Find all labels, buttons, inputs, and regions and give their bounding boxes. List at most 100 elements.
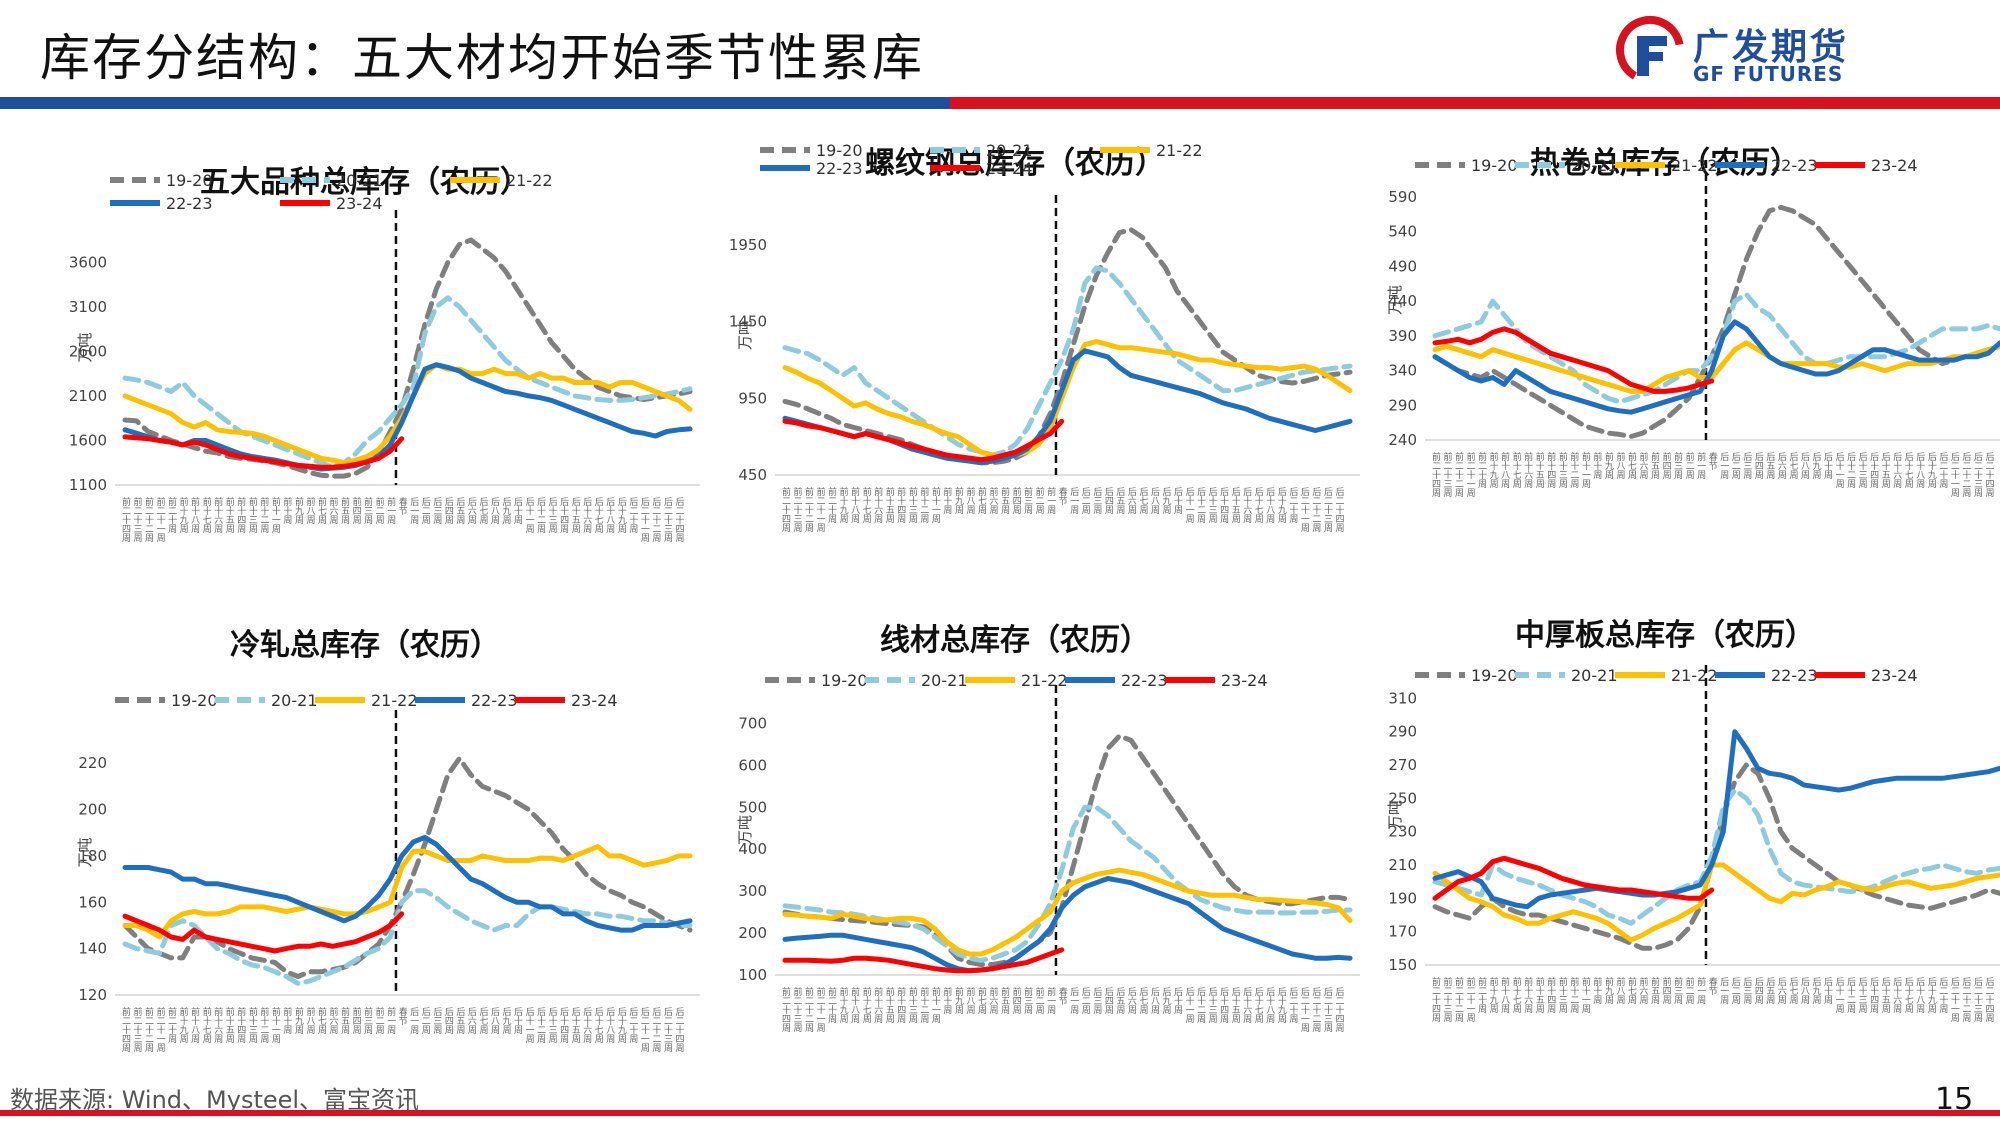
x-tick-label: 后九周 [1161,987,1172,1015]
x-tick-label: 前十三周 [907,986,918,1024]
y-tick-label: 1450 [729,313,767,331]
x-tick-label: 后十四周 [1868,977,1879,1014]
x-tick-label: 后十三周 [1207,487,1218,524]
x-tick-label: 前十三周 [907,486,918,524]
x-tick-label: 后十一周 [1834,977,1845,1014]
x-tick-label: 前五周 [999,986,1010,1015]
x-tick-label: 后二周 [1080,987,1091,1015]
x-tick-label: 后九周 [501,497,512,525]
x-tick-label: 后二十一周 [639,1007,650,1053]
x-tick-label: 后六周 [1776,977,1787,1005]
legend-label: 20-21 [986,141,1033,160]
x-tick-label: 前十八周 [189,496,200,534]
x-tick-label: 后二十一周 [1299,987,1310,1033]
x-tick-label: 后十九周 [1276,987,1287,1024]
x-tick-label: 前七周 [976,486,987,515]
x-tick-label: 前十八周 [849,486,860,524]
x-tick-label: 前十一周 [930,486,941,524]
x-tick-label: 后四周 [1103,487,1114,515]
x-tick-label: 后十七周 [1903,452,1914,489]
x-tick-label: 后二十周 [1937,452,1948,489]
x-tick-label: 前七周 [316,1006,327,1035]
x-tick-label: 后七周 [1137,487,1148,515]
y-tick-label: 700 [738,714,767,732]
legend-label: 23-24 [336,194,383,213]
x-tick-label: 后二十四周 [1983,977,1994,1023]
x-tick-label: 前十六周 [872,486,883,524]
x-tick-label: 前十七周 [201,496,212,534]
x-tick-label: 前十九周 [838,486,849,524]
legend-label: 20-21 [1571,666,1618,685]
x-tick-label: 前十六周 [212,496,223,534]
x-tick-label: 前七周 [1626,976,1637,1005]
x-tick-label: 后九周 [1811,452,1822,480]
x-tick-label: 前二十一周 [1465,976,1476,1023]
x-tick-label: 后六周 [1126,487,1137,515]
x-tick-label: 前一周 [385,496,396,525]
legend-label: 19-20 [821,671,868,690]
x-tick-label: 前六周 [328,496,339,525]
x-tick-label: 前二周 [1034,486,1045,515]
x-tick-label: 后十九周 [1926,977,1937,1014]
x-tick-label: 后十九周 [1926,452,1937,489]
legend-label: 21-22 [1156,141,1203,160]
chart-panel-hrc: 热卷总库存（农历） 19-2020-2121-2222-2323-2424029… [1340,130,2000,610]
x-tick-label: 前十周 [281,496,292,525]
x-tick-label: 后四周 [443,1007,454,1035]
x-tick-label: 前二十周 [1476,451,1487,489]
y-tick-label: 1600 [69,431,107,449]
y-tick-label: 170 [1388,923,1417,941]
x-tick-label: 春节 [1707,976,1718,996]
series-line-21-22 [1432,340,2000,394]
x-tick-label: 前十三周 [247,1006,258,1044]
x-tick-label: 春节 [1057,986,1068,1006]
legend-label: 22-23 [816,159,863,178]
x-tick-label: 后五周 [1764,977,1775,1005]
x-tick-label: 前二十二周 [1453,976,1464,1023]
y-axis-label: 万吨 [76,332,94,362]
x-tick-label: 后二十三周 [1972,452,1983,498]
x-tick-label: 前六周 [988,986,999,1015]
y-tick-label: 210 [1388,856,1417,874]
x-tick-label: 后二十四周 [1983,452,1994,498]
chart-panel-plate: 中厚板总库存（农历） 19-20 20-21 21-22 22-23 23-24 150 1… [1340,610,2000,1090]
page-title: 库存分结构：五大材均开始季节性累库 [40,29,924,87]
x-tick-label: 前十七周 [861,486,872,524]
x-tick-label: 前十五周 [1534,976,1545,1014]
x-tick-label: 后十一周 [1184,487,1195,524]
x-tick-label: 前九周 [953,986,964,1015]
x-tick-label: 前十一周 [1580,451,1591,489]
series-line-20-21 [122,888,693,986]
x-tick-label: 前四周 [1011,486,1022,515]
x-tick-label: 前十三周 [1557,451,1568,489]
legend-label: 19-20 [166,171,213,190]
legend-label: 21-22 [1671,156,1718,175]
x-tick-label: 后十六周 [1241,487,1252,524]
x-tick-label: 后十二周 [535,1007,546,1044]
chart-panel-wire: 线材总库存（农历） 19-20 20-21 21-22 22-23 23-24 100 20… [690,615,1360,1095]
x-tick-label: 后五周 [1114,987,1125,1015]
legend-label: 23-24 [986,159,1033,178]
x-tick-label: 后二十二周 [650,497,661,543]
x-tick-label: 后十五周 [1880,977,1891,1014]
x-tick-label: 后二十二周 [1960,977,1971,1023]
x-tick-label: 后十六周 [581,497,592,534]
x-tick-label: 后二十二周 [1310,487,1321,533]
x-tick-label: 前五周 [339,496,350,525]
logo-text-en: GF FUTURES [1693,62,1844,86]
x-tick-label: 后二十周 [627,497,638,534]
x-tick-label: 前一周 [1045,986,1056,1015]
x-tick-label: 前八周 [1614,451,1625,480]
x-tick-label: 后十周 [512,1007,523,1035]
y-axis-label: 万吨 [736,320,754,350]
chart-svg: 19-20 20-21 21-22 22-23 23-24 100 200 300 400 500… [736,671,1360,1033]
legend-label: 19-20 [171,691,218,710]
chart-svg: 19-20 20-21 21-22 22-23 23-24 1100 1600 2100 260… [69,171,700,543]
x-tick-label: 前二十一周 [815,486,826,533]
x-tick-label: 后二十周 [1287,987,1298,1024]
x-tick-label: 前二周 [1684,976,1695,1005]
x-tick-label: 后二十二周 [1310,987,1321,1033]
x-tick-label: 前二十三周 [792,986,803,1033]
x-tick-label: 后十四周 [558,1007,569,1044]
x-tick-label: 前四周 [351,496,362,525]
